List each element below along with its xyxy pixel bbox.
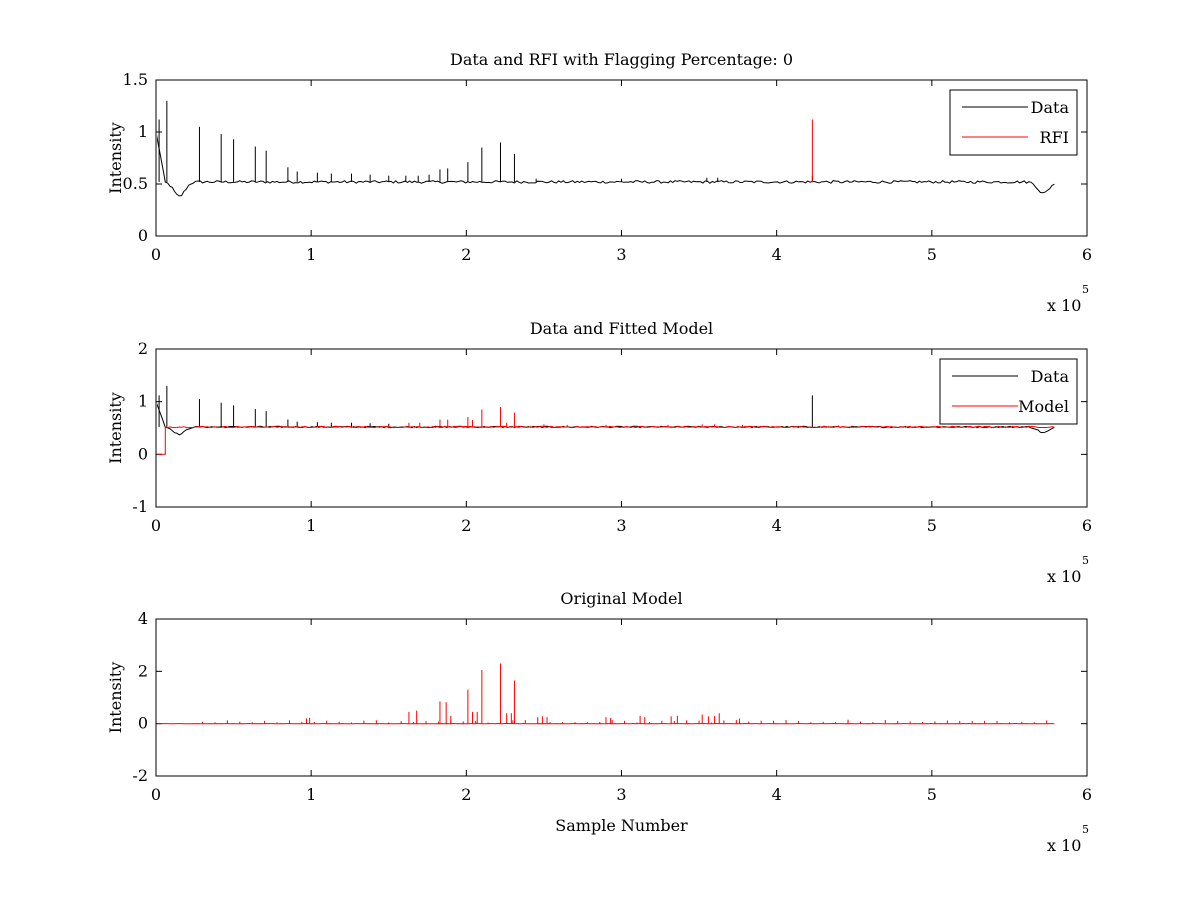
chart-title: Data and RFI with Flagging Percentage: 0	[450, 50, 793, 69]
x-exponent-power: 5	[1082, 554, 1089, 567]
legend-entry: Model	[1018, 397, 1069, 416]
y-axis-label: Intensity	[106, 662, 125, 734]
x-tick-label: 3	[616, 245, 626, 264]
plot-series-group	[157, 385, 1055, 455]
series-model	[157, 406, 1055, 455]
chart-title: Data and Fitted Model	[530, 319, 713, 338]
x-axis-label: Sample Number	[555, 816, 688, 835]
x-tick-label: 5	[927, 516, 937, 535]
x-tick-label: 4	[772, 785, 782, 804]
x-tick-label: 5	[927, 245, 937, 264]
legend-entry: RFI	[1040, 128, 1069, 147]
y-tick-label: 4	[138, 609, 148, 628]
x-tick-label: 4	[772, 245, 782, 264]
x-exponent-power: 5	[1082, 283, 1089, 296]
x-exponent-label: x 10	[1047, 567, 1081, 586]
x-exponent-label: x 10	[1047, 836, 1081, 855]
x-tick-label: 2	[461, 785, 471, 804]
plot-area	[155, 348, 1088, 508]
plot-area	[155, 79, 1088, 237]
x-tick-label: 4	[772, 516, 782, 535]
x-tick-label: 2	[461, 245, 471, 264]
plot-area	[155, 618, 1088, 777]
x-tick-label: 3	[616, 516, 626, 535]
series-series-1	[157, 663, 1055, 725]
y-axis-label: Intensity	[106, 392, 125, 464]
series-data-baseline	[157, 134, 1055, 197]
chart-title: Original Model	[560, 589, 682, 608]
y-tick-label: 1	[138, 392, 148, 411]
x-tick-label: 0	[151, 516, 161, 535]
plot-series-group	[157, 100, 1055, 197]
y-tick-label: 0	[138, 714, 148, 733]
x-tick-label: 2	[461, 516, 471, 535]
y-tick-label: 1.5	[123, 70, 148, 89]
y-tick-label: 1	[138, 122, 148, 141]
x-tick-label: 3	[616, 785, 626, 804]
legend: Data Model	[939, 358, 1078, 425]
y-tick-label: -2	[132, 766, 148, 785]
plot-series-group	[157, 663, 1055, 725]
y-tick-label: 0	[138, 226, 148, 245]
legend-entry: Data	[1031, 98, 1070, 117]
series-data	[157, 100, 1055, 197]
x-tick-label: 0	[151, 785, 161, 804]
legend-box	[939, 358, 1078, 425]
chart-panel-1: Data and RFI with Flagging Percentage: 0…	[106, 50, 1092, 315]
x-tick-label: 0	[151, 245, 161, 264]
y-tick-label: 2	[138, 661, 148, 680]
x-tick-label: 6	[1082, 516, 1092, 535]
x-tick-label: 6	[1082, 785, 1092, 804]
x-tick-label: 1	[306, 785, 316, 804]
y-tick-label: 2	[138, 339, 148, 358]
x-tick-label: 1	[306, 245, 316, 264]
legend: Data RFI	[949, 89, 1078, 156]
y-axis-label: Intensity	[106, 122, 125, 194]
x-tick-label: 5	[927, 785, 937, 804]
y-tick-label: 0	[138, 444, 148, 463]
legend-box	[949, 89, 1078, 156]
y-tick-label: 0.5	[123, 174, 148, 193]
legend-entry: Data	[1031, 367, 1070, 386]
series-model-baseline	[157, 425, 1055, 455]
y-tick-label: -1	[132, 497, 148, 516]
x-exponent-label: x 10	[1047, 296, 1081, 315]
x-tick-label: 6	[1082, 245, 1092, 264]
x-tick-label: 1	[306, 516, 316, 535]
x-exponent-power: 5	[1082, 823, 1089, 836]
